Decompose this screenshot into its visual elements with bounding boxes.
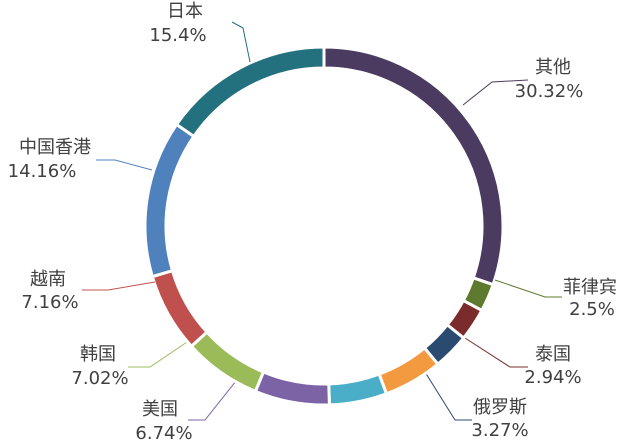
leader-line — [231, 21, 251, 63]
value-label: 3.27% — [471, 420, 528, 441]
donut-segment — [189, 329, 266, 394]
value-label: 30.32% — [515, 81, 584, 102]
donut-segment — [143, 122, 196, 279]
donut-segment — [150, 268, 210, 349]
donut-segment — [174, 45, 326, 139]
value-label: 15.4% — [149, 25, 206, 46]
leader-line — [464, 337, 528, 368]
value-label: 2.94% — [524, 367, 581, 388]
category-label: 中国香港 — [19, 137, 91, 158]
leader-line — [494, 279, 562, 298]
category-label: 菲律宾 — [563, 277, 617, 298]
donut-segment — [327, 372, 389, 407]
category-label: 美国 — [142, 399, 178, 420]
leader-line — [96, 159, 153, 171]
leader-line — [188, 375, 241, 421]
leader-line — [128, 339, 191, 368]
leader-line — [462, 79, 529, 106]
value-label: 7.16% — [21, 292, 78, 313]
value-label: 6.74% — [135, 423, 192, 444]
category-label: 俄罗斯 — [473, 397, 527, 418]
value-label: 14.16% — [8, 161, 77, 182]
value-label: 2.5% — [569, 299, 615, 320]
donut-segment — [322, 45, 505, 287]
category-label: 越南 — [30, 269, 66, 290]
donut-segment — [377, 345, 440, 396]
category-label: 泰国 — [535, 344, 571, 365]
category-label: 其他 — [535, 57, 571, 78]
category-label: 日本 — [167, 1, 203, 22]
category-label: 韩国 — [80, 344, 116, 365]
donut-segment — [253, 369, 331, 407]
leader-line — [424, 371, 472, 421]
value-label: 7.02% — [71, 368, 128, 389]
leader-line — [82, 281, 156, 291]
